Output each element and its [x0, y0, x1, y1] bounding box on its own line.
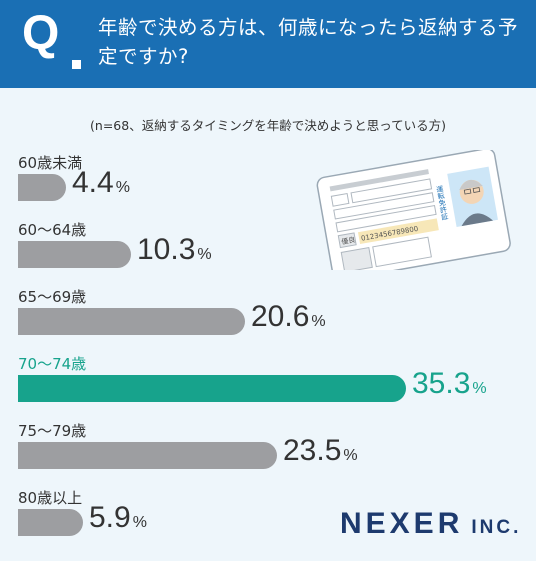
bar-row: 65〜69歳 20.6%	[0, 286, 536, 342]
bar	[18, 509, 83, 536]
bar	[18, 174, 66, 201]
category-label: 80歳以上	[18, 489, 83, 507]
question-title: 年齢で決める方は、何歳になったら返納する予定ですか?	[98, 16, 519, 68]
bar-row: 60〜64歳 10.3%	[0, 219, 536, 275]
category-label: 70〜74歳	[18, 355, 87, 373]
bar	[18, 375, 406, 402]
category-label: 75〜79歳	[18, 422, 87, 440]
bar-row: 75〜79歳 23.5%	[0, 420, 536, 476]
value-label: 4.4%	[72, 166, 130, 199]
category-label: 60〜64歳	[18, 221, 87, 239]
bar-row: 60歳未満 4.4%	[0, 152, 536, 208]
value-label: 20.6%	[251, 300, 326, 333]
sample-note: (n=68、返納するタイミングを年齢で決めようと思っている方)	[90, 118, 446, 133]
bar	[18, 241, 131, 268]
svg-text:優良: 優良	[341, 235, 356, 246]
nexer-logo: NEXER INC.	[340, 507, 522, 540]
bar-row: 70〜74歳 35.3%	[0, 353, 536, 409]
bar	[18, 442, 277, 469]
bar-row: 80歳以上 5.9%	[0, 487, 536, 543]
value-label: 23.5%	[283, 434, 358, 467]
q-dot	[72, 60, 81, 69]
value-label: 35.3%	[412, 367, 487, 400]
category-label: 60歳未満	[18, 154, 83, 172]
question-header: Q 年齢で決める方は、何歳になったら返納する予定ですか?	[0, 0, 536, 88]
value-label: 5.9%	[89, 501, 147, 534]
bar	[18, 308, 245, 335]
value-label: 10.3%	[137, 233, 212, 266]
category-label: 65〜69歳	[18, 288, 87, 306]
q-mark: Q	[22, 7, 60, 60]
drivers-license-illustration: 優良 0123456789800 運転免許証	[316, 150, 511, 270]
